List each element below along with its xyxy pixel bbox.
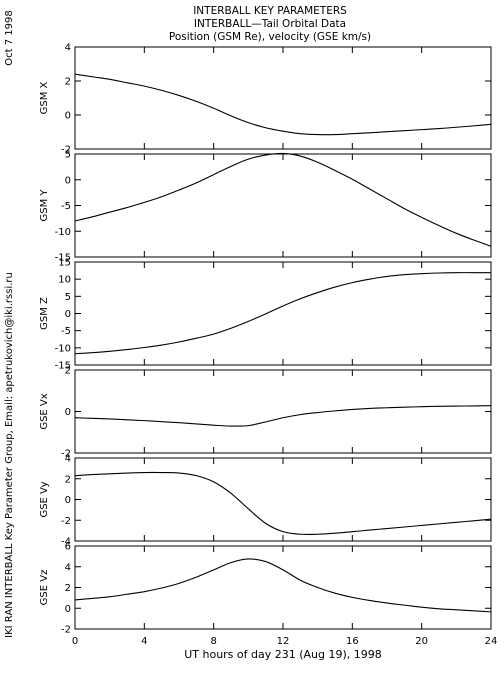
y-tick-label-gsm-x: -2 xyxy=(61,145,71,156)
y-tick-label-gsm-y: -5 xyxy=(61,201,71,212)
y-tick-label-gsm-z: 0 xyxy=(65,309,71,320)
x-axis-label: UT hours of day 231 (Aug 19), 1998 xyxy=(184,648,382,661)
y-axis-label-gsm-x: GSM X xyxy=(39,81,50,114)
header-subtitle: INTERBALL—Tail Orbital Data xyxy=(194,18,346,30)
y-tick-label-gse-vx: 2 xyxy=(65,366,71,377)
y-tick-label-gsm-y: 5 xyxy=(65,150,71,161)
y-tick-label-gse-vy: 4 xyxy=(65,454,71,465)
y-tick-label-gse-vz: -2 xyxy=(61,625,71,636)
series-line-gse-vx xyxy=(74,405,492,427)
x-tick-label: 24 xyxy=(485,636,498,647)
panel-frame-gsm-z xyxy=(74,261,492,366)
y-tick-label-gse-vz: 6 xyxy=(65,542,71,553)
credit-label: IKI RAN INTERBALL Key Parameter Group, E… xyxy=(4,272,15,638)
y-tick-label-gse-vy: -2 xyxy=(61,516,71,527)
y-axis-label-gsm-z: GSM Z xyxy=(39,297,50,330)
y-tick-label-gse-vy: 2 xyxy=(65,474,71,485)
x-tick-label: 12 xyxy=(277,636,290,647)
x-tick-label: 4 xyxy=(141,636,147,647)
series-line-gsm-z xyxy=(74,272,491,355)
y-tick-label-gsm-y: -10 xyxy=(55,227,71,238)
y-tick-label-gsm-z: -5 xyxy=(61,326,71,337)
panel-frame-gse-vz xyxy=(74,545,492,630)
y-tick-label-gse-vx: -2 xyxy=(61,449,71,460)
series-line-gsm-x xyxy=(74,73,492,136)
y-tick-label-gsm-y: 0 xyxy=(65,175,71,186)
y-tick-label-gsm-y: -15 xyxy=(55,253,71,264)
y-tick-label-gsm-z: -10 xyxy=(55,343,71,354)
y-tick-label-gsm-z: 15 xyxy=(58,258,71,269)
y-tick-label-gse-vz: 0 xyxy=(65,604,71,615)
x-tick-label: 8 xyxy=(210,636,216,647)
y-axis-label-gsm-y: GSM Y xyxy=(39,189,50,222)
date-label: Oct 7 1998 xyxy=(4,10,15,65)
x-tick-label: 20 xyxy=(415,636,428,647)
y-tick-label-gse-vy: -4 xyxy=(61,537,71,548)
panel-frame-gse-vy xyxy=(74,457,492,542)
y-tick-label-gsm-x: 2 xyxy=(65,77,71,88)
panel-frame-gse-vx xyxy=(74,369,492,454)
y-tick-label-gsm-z: 5 xyxy=(65,292,71,303)
y-axis-label-gse-vx: GSE Vx xyxy=(39,393,50,429)
y-tick-label-gse-vy: 0 xyxy=(65,495,71,506)
series-line-gse-vy xyxy=(74,471,492,536)
panel-frame-gsm-y xyxy=(74,153,492,258)
y-tick-label-gse-vz: 2 xyxy=(65,583,71,594)
y-axis-label-gse-vz: GSE Vz xyxy=(39,570,50,606)
y-tick-label-gse-vx: 0 xyxy=(65,407,71,418)
y-tick-label-gsm-x: 4 xyxy=(65,43,71,54)
x-tick-label: 0 xyxy=(72,636,78,647)
header-caption: Position (GSM Re), velocity (GSE km/s) xyxy=(169,31,371,43)
panel-frame-gsm-x xyxy=(74,46,492,150)
y-axis-label-gse-vy: GSE Vy xyxy=(39,481,50,517)
y-tick-label-gse-vz: 4 xyxy=(65,562,71,573)
series-line-gse-vz xyxy=(74,558,492,613)
header-title: INTERBALL KEY PARAMETERS xyxy=(193,5,347,17)
y-tick-label-gsm-x: 0 xyxy=(65,111,71,122)
y-tick-label-gsm-z: 10 xyxy=(58,275,71,286)
y-tick-label-gsm-z: -15 xyxy=(55,361,71,372)
x-tick-label: 16 xyxy=(346,636,359,647)
series-line-gsm-y xyxy=(74,152,492,247)
